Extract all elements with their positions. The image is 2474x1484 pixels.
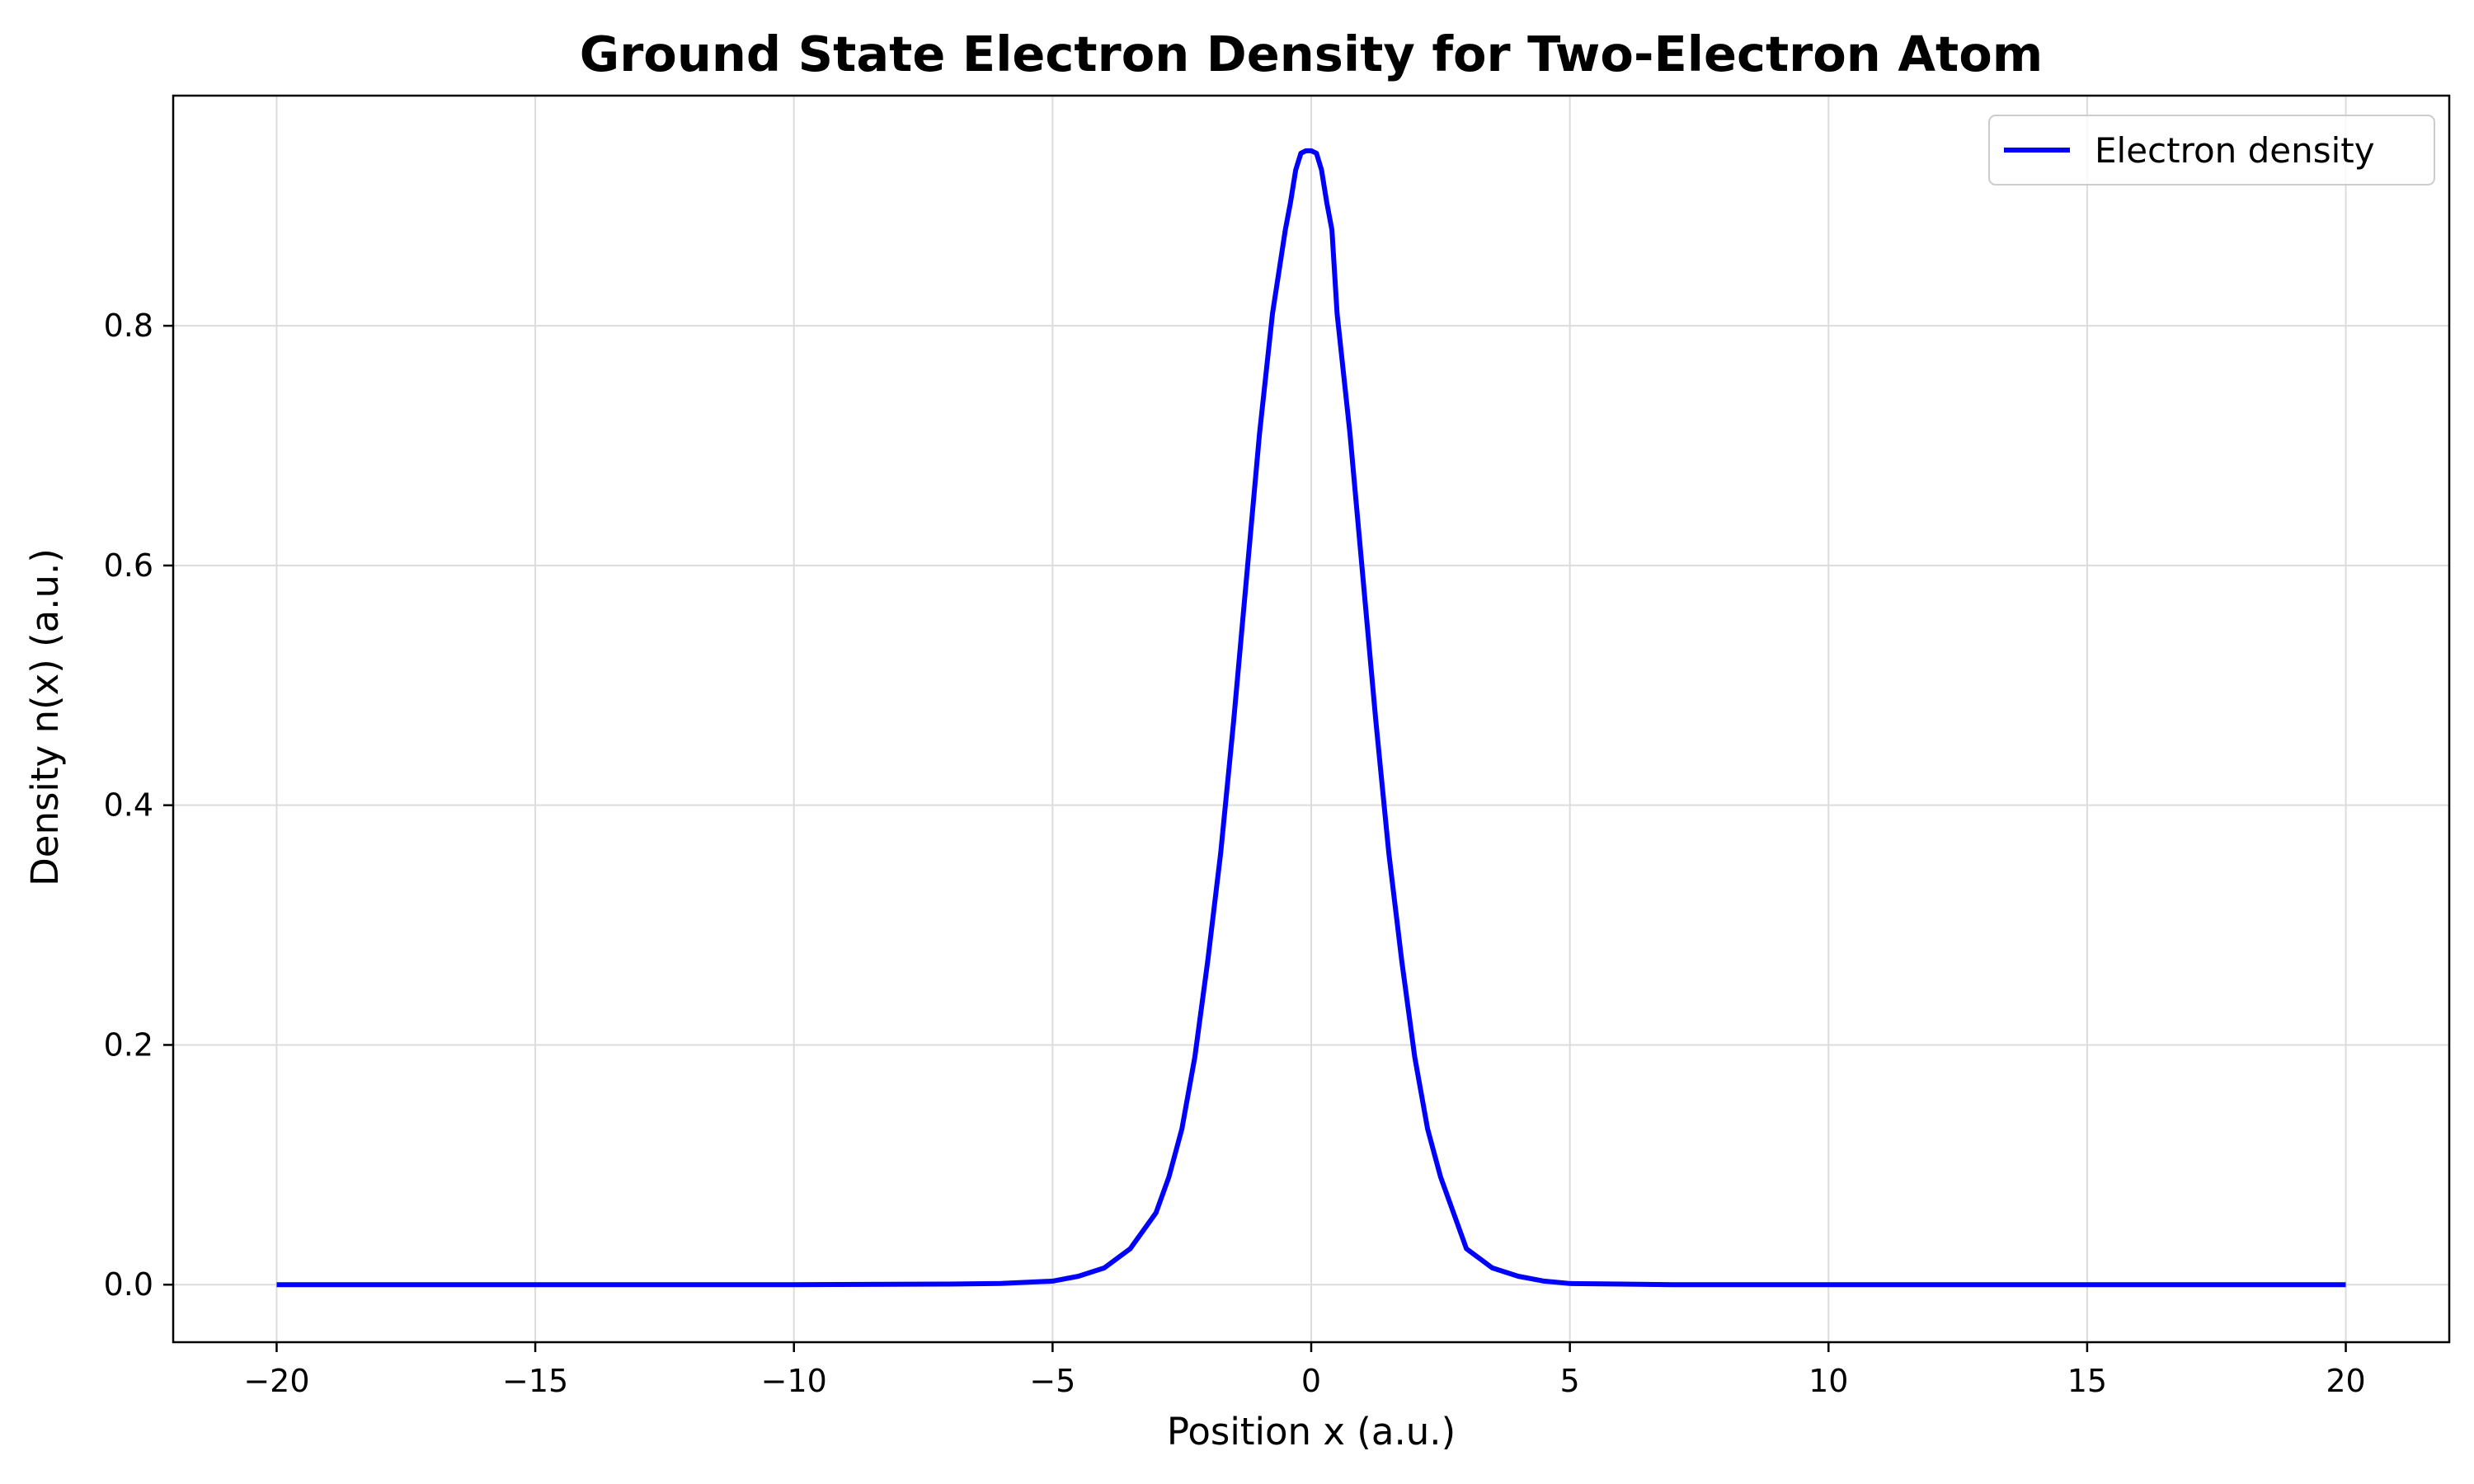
chart-title: Ground State Electron Density for Two-El… (580, 26, 2043, 82)
legend-box (1988, 115, 2435, 186)
x-tick-label: −15 (502, 1363, 568, 1399)
series-layer (276, 148, 2346, 1288)
series-line-electron-density (276, 148, 2346, 1288)
ticks: −20 −15 −10 −5 0 5 10 15 20 0.0 0.2 0.4 0.6 0.8 (104, 308, 2366, 1399)
legend-label: Electron density (2095, 130, 2375, 171)
y-tick-label: 0.0 (104, 1266, 153, 1303)
y-tick-label: 0.8 (104, 308, 153, 344)
x-tick-label: −5 (1029, 1363, 1075, 1399)
x-tick-label: 5 (1560, 1363, 1580, 1399)
y-axis-label: Density n(x) (a.u.) (23, 548, 67, 886)
y-tick-label: 0.4 (104, 787, 153, 824)
x-tick-label: 20 (2326, 1363, 2365, 1399)
legend: Electron density (1988, 115, 2435, 186)
y-tick-label: 0.2 (104, 1026, 153, 1063)
x-tick-label: 10 (1808, 1363, 1848, 1399)
x-tick-label: 0 (1301, 1363, 1321, 1399)
x-tick-label: 15 (2067, 1363, 2107, 1399)
x-tick-label: −20 (243, 1363, 309, 1399)
y-tick-label: 0.6 (104, 547, 153, 584)
x-tick-label: −10 (761, 1363, 827, 1399)
x-axis-label: Position x (a.u.) (1167, 1410, 1456, 1453)
